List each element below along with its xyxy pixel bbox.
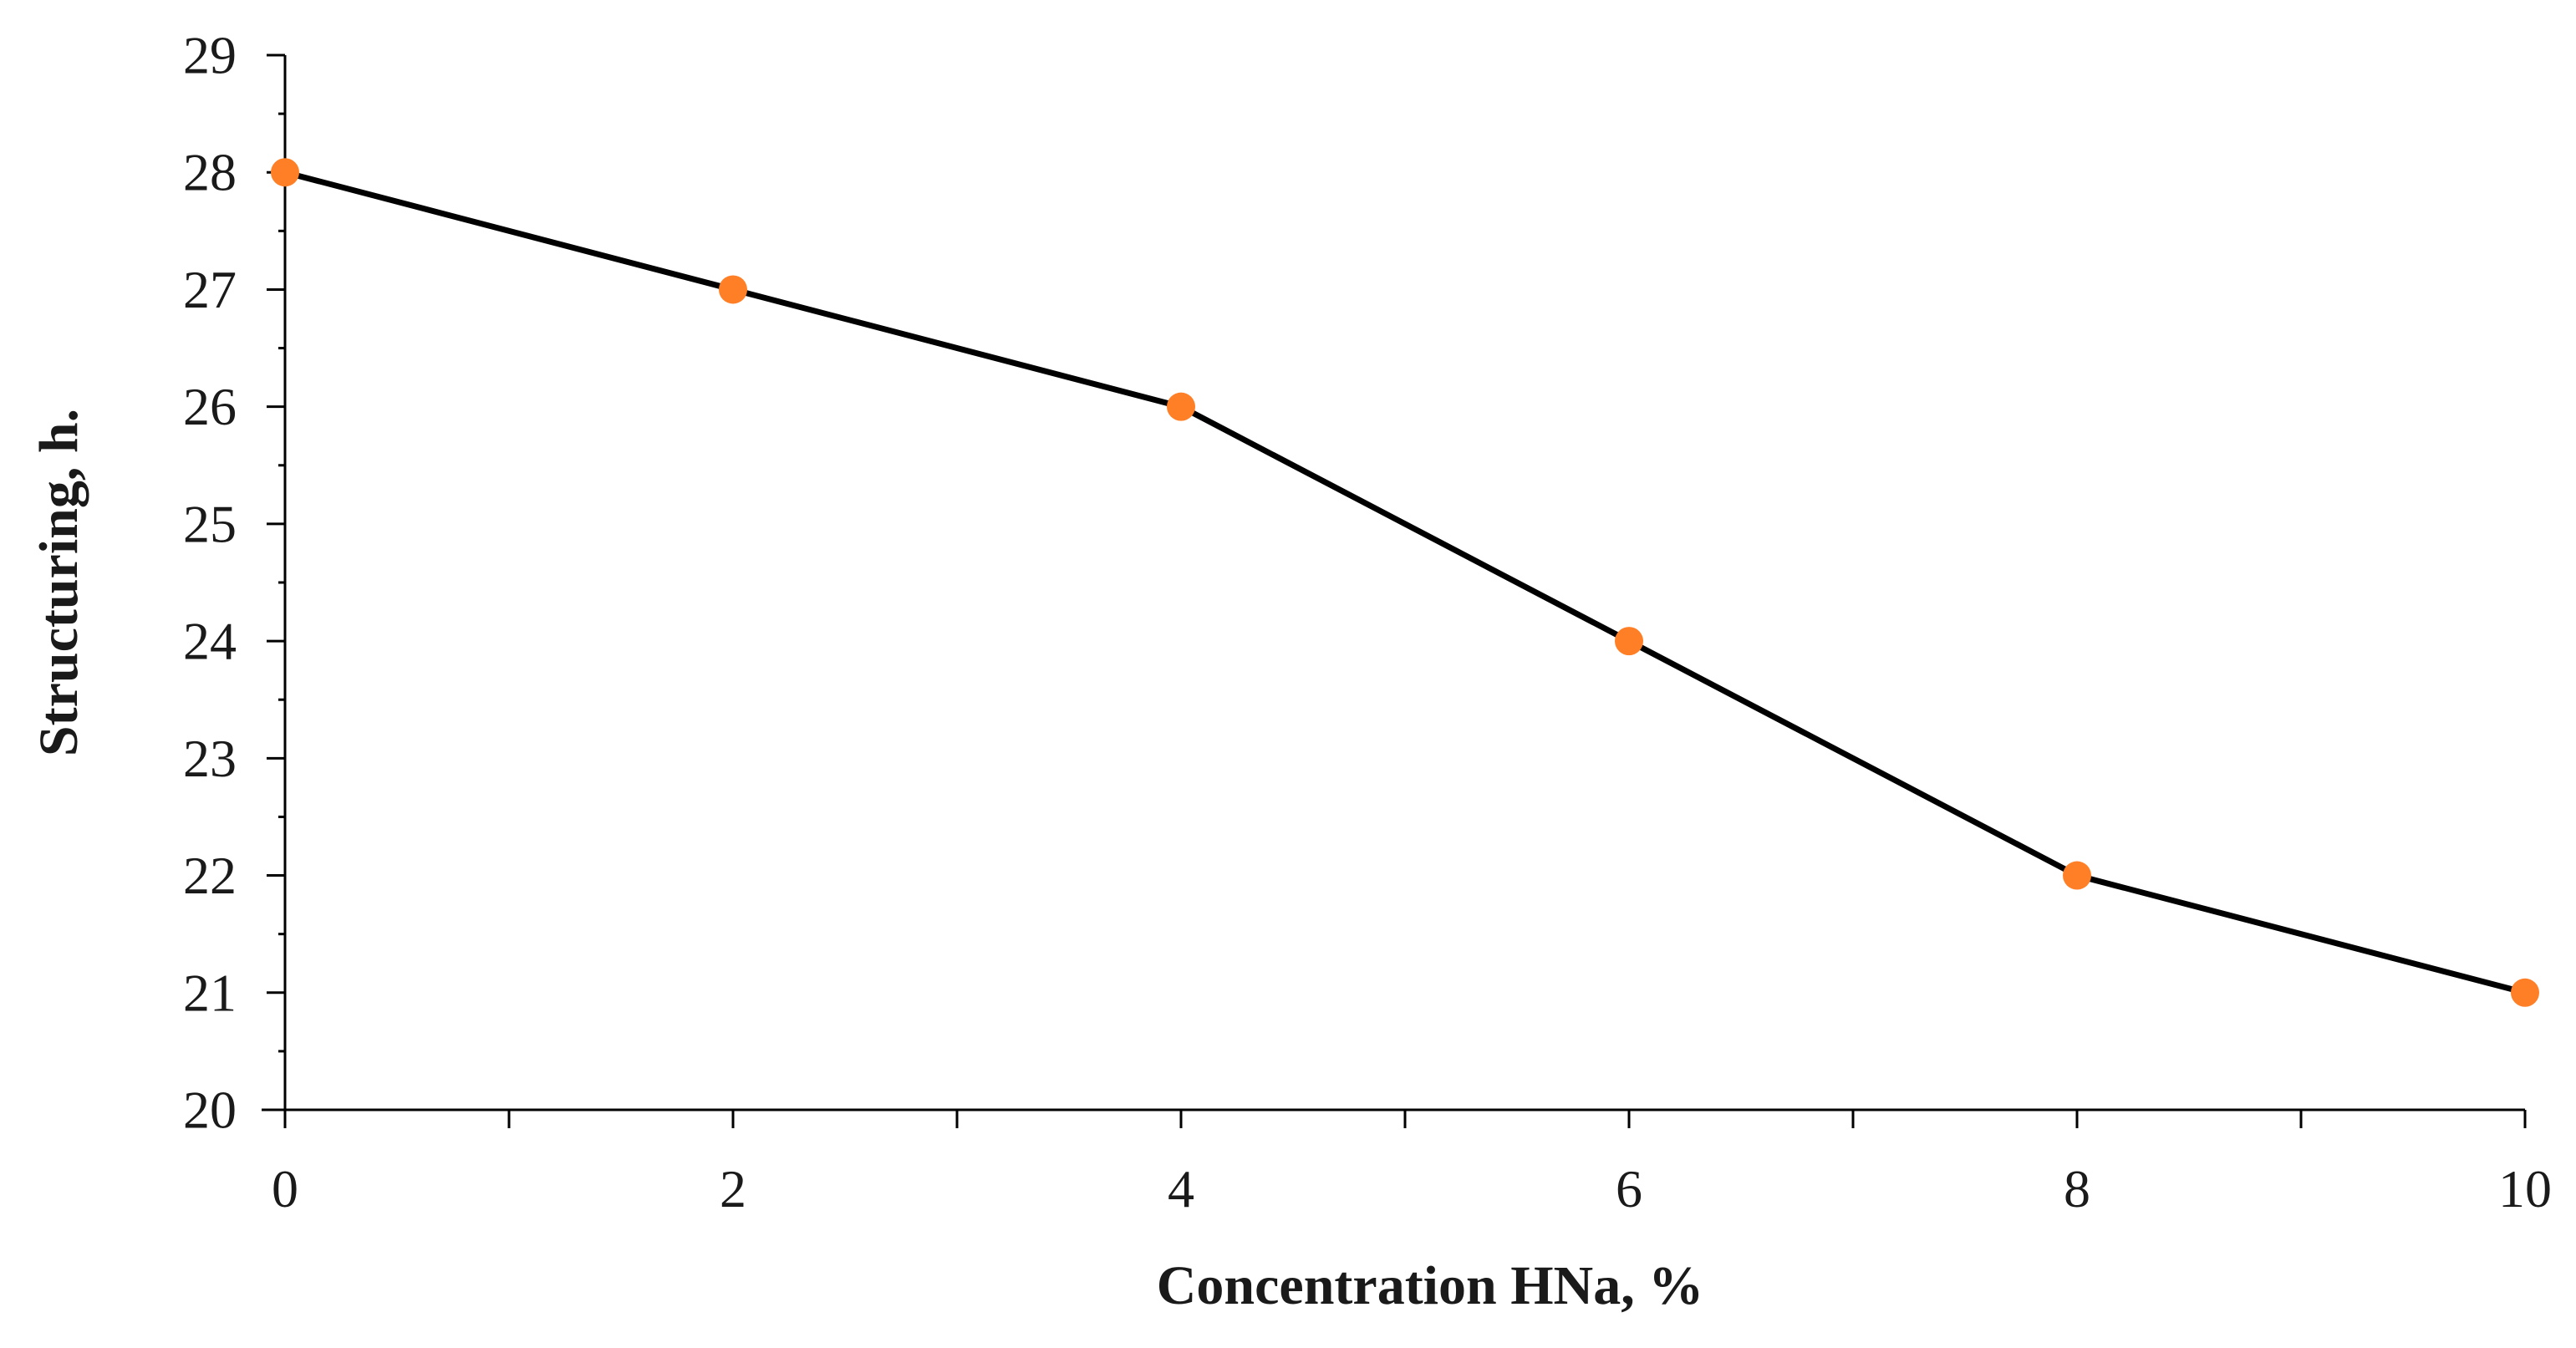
y-tick-label: 23 bbox=[183, 729, 237, 788]
x-tick-label: 10 bbox=[2498, 1159, 2552, 1218]
y-tick-label: 24 bbox=[183, 612, 237, 671]
y-tick-label: 27 bbox=[183, 260, 237, 319]
x-axis: 0 2 4 6 8 10 bbox=[262, 1108, 2552, 1218]
data-point bbox=[2511, 978, 2539, 1007]
y-tick-label: 25 bbox=[183, 494, 237, 553]
x-tick-label: 4 bbox=[1168, 1159, 1194, 1218]
y-tick-label: 21 bbox=[183, 963, 237, 1022]
y-tick-label: 20 bbox=[183, 1081, 237, 1140]
data-point bbox=[271, 158, 299, 187]
series-layer bbox=[271, 158, 2539, 1007]
data-point bbox=[2063, 861, 2091, 890]
y-axis: 20 21 22 23 24 25 26 27 28 29 bbox=[183, 26, 287, 1140]
data-point bbox=[1615, 627, 1643, 656]
y-tick-label: 29 bbox=[183, 26, 237, 85]
y-tick-label: 28 bbox=[183, 143, 237, 202]
data-point bbox=[1167, 392, 1195, 421]
y-axis-title: Structuring, h. bbox=[28, 409, 89, 756]
data-point bbox=[719, 275, 747, 304]
x-axis-title: Concentration HNa, % bbox=[1157, 1255, 1703, 1316]
y-tick-label: 22 bbox=[183, 846, 237, 905]
x-tick-label: 8 bbox=[2064, 1159, 2090, 1218]
series-line bbox=[282, 169, 2528, 996]
x-tick-label: 2 bbox=[720, 1159, 746, 1218]
x-tick-label: 6 bbox=[1616, 1159, 1642, 1218]
x-tick-label: 0 bbox=[272, 1159, 298, 1218]
y-tick-label: 26 bbox=[183, 377, 237, 436]
